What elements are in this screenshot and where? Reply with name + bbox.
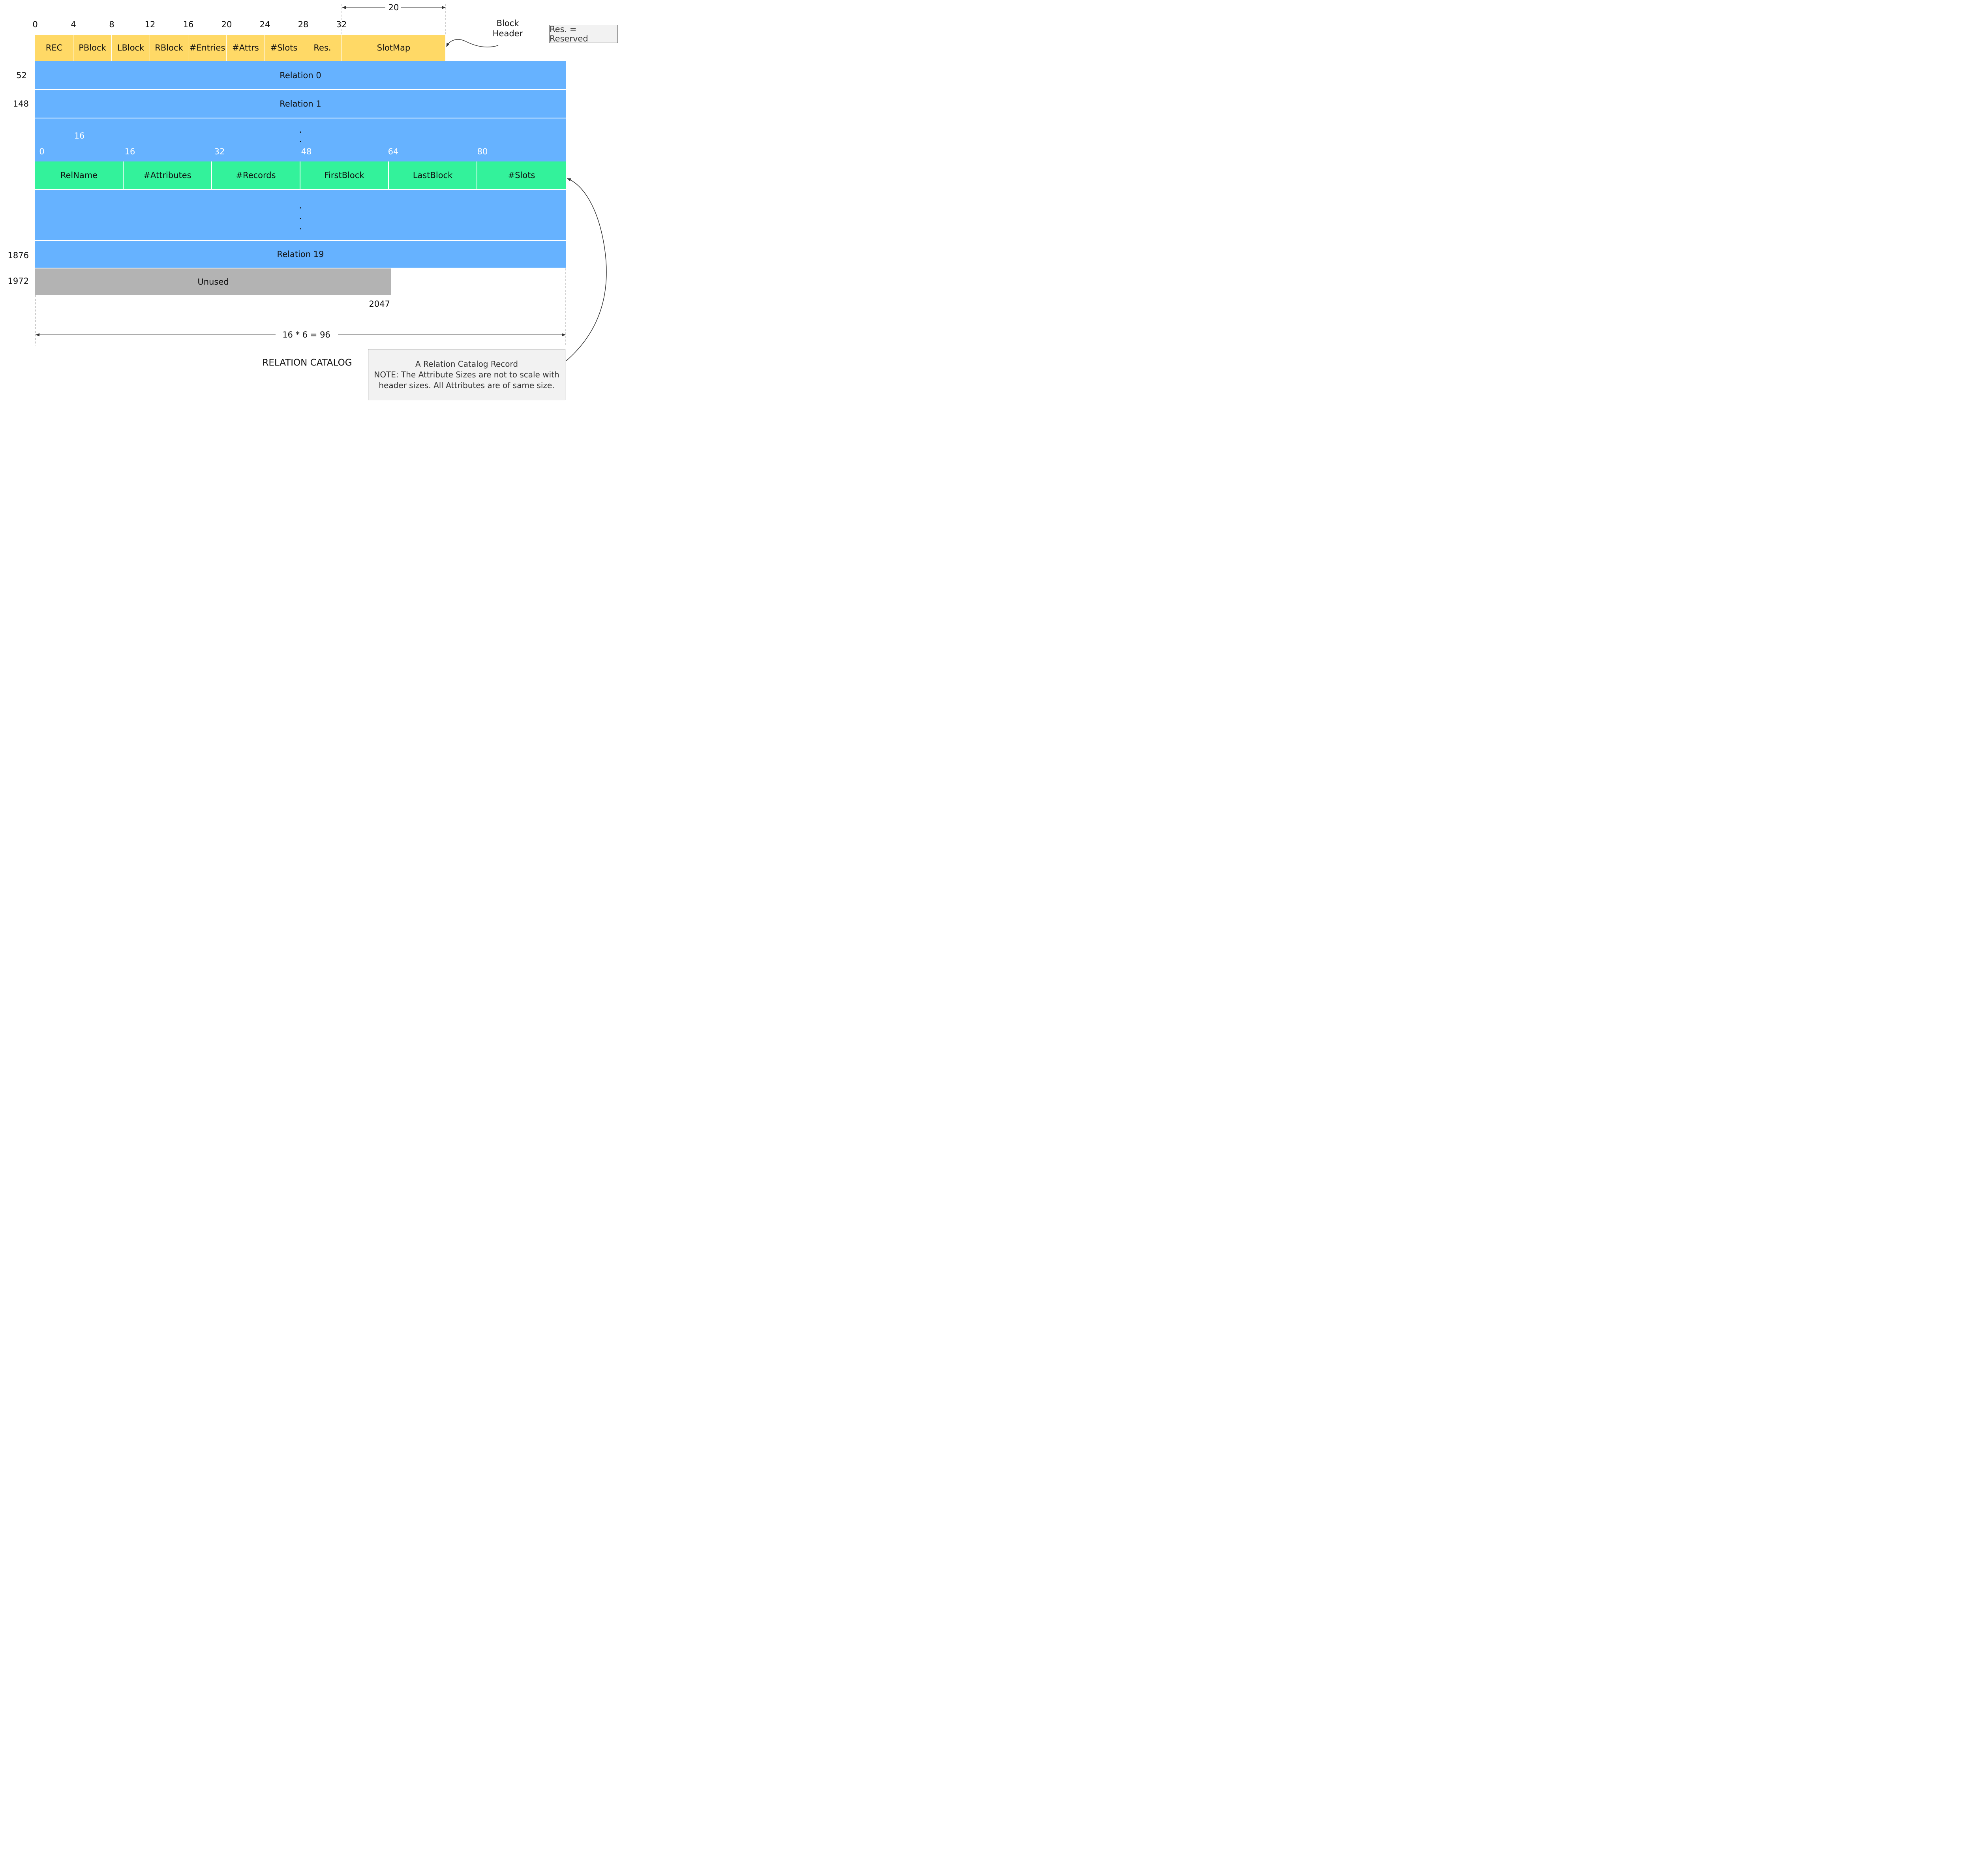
header-offset: 32 xyxy=(336,20,347,29)
ellipsis-dot: . xyxy=(299,201,302,211)
relations-lower-block xyxy=(35,189,566,240)
relation-1-row: Relation 1 xyxy=(35,90,566,118)
record-offset: 32 xyxy=(214,147,225,156)
header-offset: 0 xyxy=(32,20,38,29)
unused-offset: 1972 xyxy=(8,276,29,286)
record-field-slots: #Slots xyxy=(477,161,566,189)
record-offset: 16 xyxy=(124,147,135,156)
record-offset: 48 xyxy=(301,147,312,156)
record-offset: 64 xyxy=(388,147,399,156)
ellipsis-dot: . xyxy=(299,125,302,135)
note-line: header sizes. All Attributes are of same… xyxy=(379,380,555,390)
attr-width-label: 16 xyxy=(73,131,86,141)
header-field-attrs: #Attrs xyxy=(227,35,265,61)
unused-block: Unused xyxy=(35,268,391,295)
total-width-label: 16 * 6 = 96 xyxy=(282,330,330,340)
header-offset: 12 xyxy=(144,20,156,29)
relation-19-row: Relation 19 xyxy=(35,240,566,268)
slotmap-width-label: 20 xyxy=(387,3,401,12)
header-field-slots: #Slots xyxy=(265,35,303,61)
record-field-firstblock: FirstBlock xyxy=(300,161,389,189)
legend-box: Res. = Reserved xyxy=(549,24,618,43)
relations-middle-block xyxy=(35,118,566,161)
unused-end-offset: 2047 xyxy=(369,299,390,309)
record-note-box: A Relation Catalog Record NOTE: The Attr… xyxy=(368,349,565,400)
header-field-lblock: LBlock xyxy=(112,35,150,61)
header-offset: 20 xyxy=(221,20,232,29)
record-field-records: #Records xyxy=(212,161,300,189)
header-offset: 16 xyxy=(183,20,194,29)
header-offset: 24 xyxy=(259,20,270,29)
relation-1-offset: 148 xyxy=(13,99,29,109)
ellipsis-dot: . xyxy=(299,135,302,144)
block-header-arrow xyxy=(446,39,499,47)
relation-0-row: Relation 0 xyxy=(35,61,566,90)
header-offset: 8 xyxy=(109,20,114,29)
relation-19-offset: 1876 xyxy=(8,251,29,260)
relation-0-offset: 52 xyxy=(16,71,27,80)
header-field-pblock: PBlock xyxy=(73,35,112,61)
ellipsis-dot: . xyxy=(299,212,302,221)
diagram-title: RELATION CATALOG xyxy=(262,358,352,368)
header-field-rec: REC xyxy=(35,35,73,61)
record-note-arrow xyxy=(565,178,607,362)
note-line: NOTE: The Attribute Sizes are not to sca… xyxy=(374,370,559,379)
header-field-entries: #Entries xyxy=(188,35,227,61)
header-offset: 4 xyxy=(71,20,76,29)
record-field-relname: RelName xyxy=(35,161,124,189)
record-offset: 0 xyxy=(39,147,45,156)
ellipsis-dot: . xyxy=(299,222,302,232)
record-offset: 80 xyxy=(477,147,488,156)
header-offset: 28 xyxy=(298,20,309,29)
record-field-lastblock: LastBlock xyxy=(389,161,477,189)
header-field-rblock: RBlock xyxy=(150,35,188,61)
note-line: A Relation Catalog Record xyxy=(415,359,518,369)
block-header-label: Block Header xyxy=(492,19,523,38)
header-field-reserved: Res. xyxy=(303,35,342,61)
record-field-attributes: #Attributes xyxy=(124,161,212,189)
header-field-slotmap: SlotMap xyxy=(342,35,445,61)
